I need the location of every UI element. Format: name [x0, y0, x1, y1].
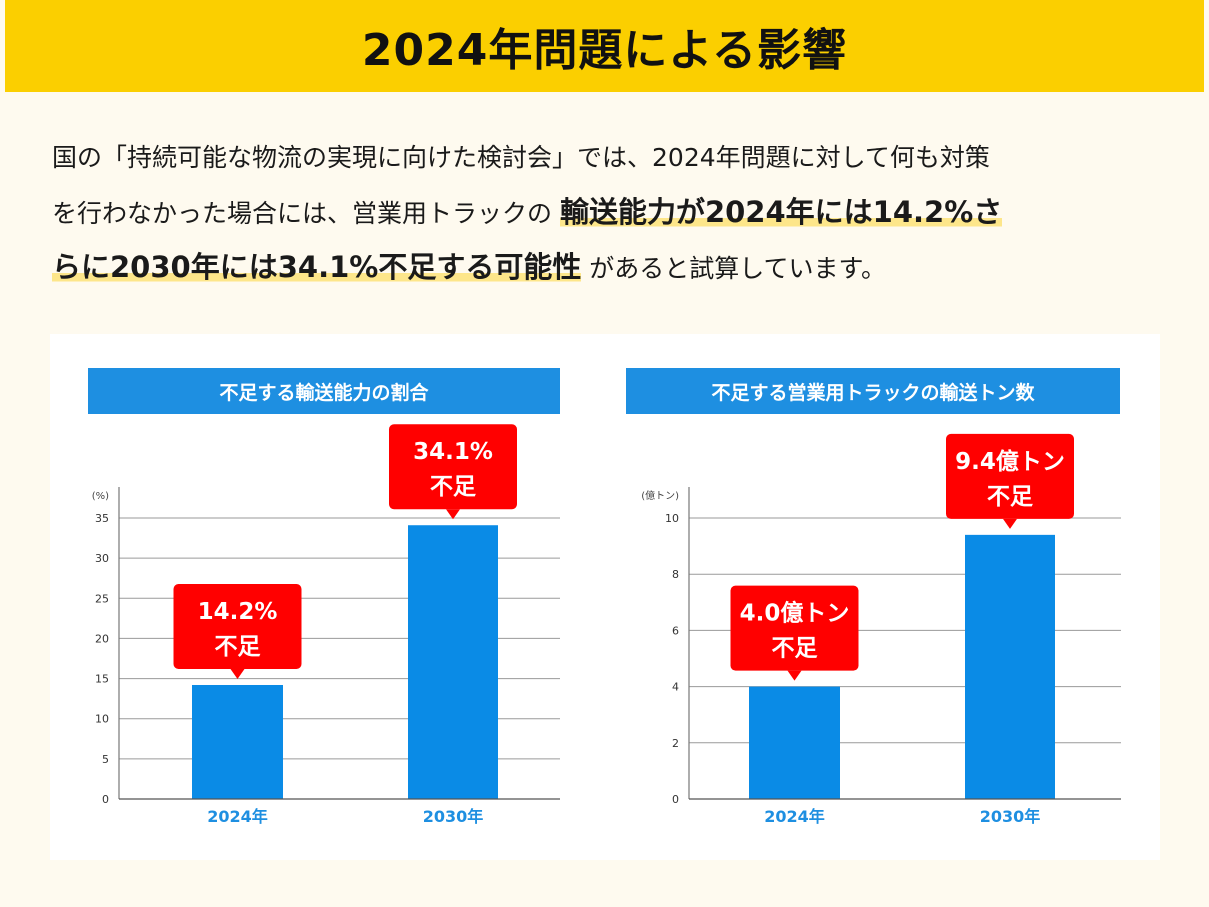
intro-text: 国の「持続可能な物流の実現に向けた検討会」では、2024年問題に対して何も対策: [52, 143, 990, 172]
y-tick-label: 30: [95, 552, 109, 565]
y-tick-label: 5: [102, 753, 109, 766]
callout-value: 9.4億トン: [955, 448, 1065, 475]
callout-pointer: [1003, 518, 1017, 529]
y-tick-label: 0: [102, 793, 109, 806]
y-tick-label: 2: [672, 737, 679, 750]
callout-box: [389, 424, 517, 510]
y-tick-label: 20: [95, 632, 109, 645]
callout-box: [946, 433, 1074, 519]
y-tick-label: 35: [95, 512, 109, 525]
callout-value: 14.2%: [198, 599, 278, 625]
intro-paragraph: 国の「持続可能な物流の実現に向けた検討会」では、2024年問題に対して何も対策を…: [52, 130, 1172, 295]
callout-pointer: [446, 509, 460, 520]
callout-pointer: [230, 668, 245, 679]
intro-line: 国の「持続可能な物流の実現に向けた検討会」では、2024年問題に対して何も対策: [52, 130, 1172, 185]
y-tick-label: 25: [95, 592, 109, 605]
y-tick-label: 4: [672, 681, 679, 694]
x-tick-label: 2030年: [980, 807, 1041, 826]
callout-pointer: [787, 670, 802, 681]
callout-label: 不足: [215, 634, 261, 660]
highlighted-text: らに2030年には34.1%不足する可能性: [52, 250, 582, 284]
bar-2024年: [749, 686, 840, 799]
header-banner: 2024年問題による影響: [5, 0, 1204, 92]
callout-box: [173, 583, 302, 669]
intro-text: があると試算しています。: [581, 254, 887, 283]
y-tick-label: 15: [95, 673, 109, 686]
bar-2030年: [965, 534, 1055, 799]
intro-line: を行わなかった場合には、営業用トラックの 輸送能力が2024年には14.2%さ: [52, 185, 1172, 240]
y-axis-unit-label: (%): [92, 491, 109, 502]
y-tick-label: 10: [95, 713, 109, 726]
callout-label: 不足: [772, 636, 818, 662]
intro-line: らに2030年には34.1%不足する可能性 があると試算しています。: [52, 240, 1172, 295]
intro-text: を行わなかった場合には、営業用トラックの: [52, 199, 560, 228]
x-tick-label: 2024年: [764, 807, 825, 826]
callout-label: 不足: [430, 474, 476, 500]
y-tick-label: 6: [672, 624, 679, 637]
x-tick-label: 2030年: [423, 807, 484, 826]
y-tick-label: 0: [672, 793, 679, 806]
page-title: 2024年問題による影響: [361, 25, 848, 76]
chart-title-capacity: 不足する輸送能力の割合: [88, 368, 560, 414]
chart-title-tonnage: 不足する営業用トラックの輸送トン数: [626, 368, 1120, 414]
callout-value: 34.1%: [413, 439, 493, 465]
callout-box: [730, 585, 859, 671]
x-tick-label: 2024年: [207, 807, 268, 826]
bar-2030年: [408, 525, 498, 799]
highlighted-text: 輸送能力が2024年には14.2%さ: [559, 195, 1003, 229]
callout-label: 不足: [987, 484, 1033, 510]
bar-2024年: [192, 684, 283, 799]
y-axis-unit-label: (億トン): [641, 489, 679, 502]
callout-value: 4.0億トン: [740, 600, 850, 627]
y-tick-label: 10: [665, 512, 679, 525]
y-tick-label: 8: [672, 568, 679, 581]
